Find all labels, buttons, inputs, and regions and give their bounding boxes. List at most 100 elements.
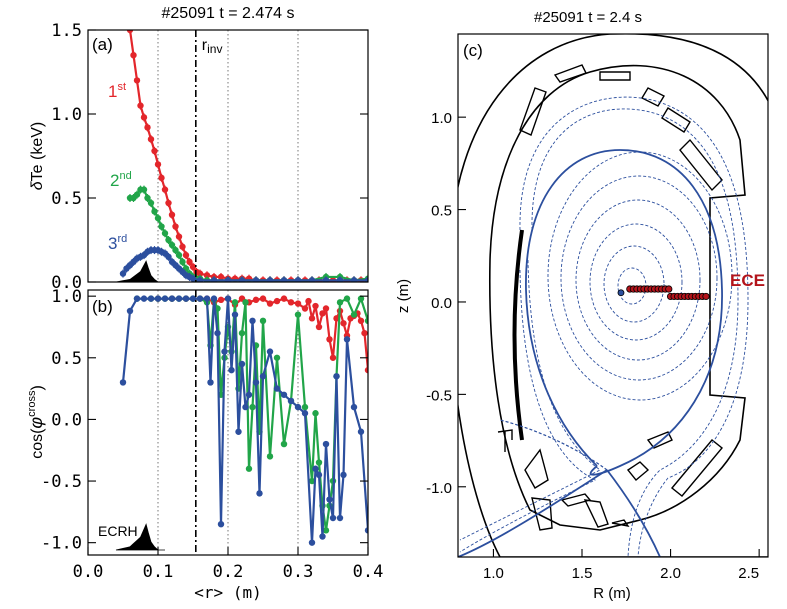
x-tick-label: 1.5 <box>572 565 593 582</box>
data-point <box>312 465 319 472</box>
data-point <box>196 277 204 282</box>
data-point <box>336 299 344 306</box>
data-point <box>126 30 134 34</box>
data-point <box>151 208 158 215</box>
data-point <box>301 410 309 417</box>
data-point <box>329 514 337 522</box>
data-point <box>364 317 368 325</box>
data-point <box>273 297 281 305</box>
panel-c-y-label: z (m) <box>395 279 412 313</box>
panel-b-label: (b) <box>92 297 113 316</box>
data-point <box>245 465 253 472</box>
panel-c: #25091 t = 2.4 s <box>395 9 769 602</box>
y-tick-label: 1.0 <box>431 110 452 127</box>
data-point <box>252 277 260 282</box>
panel-c-x-ticks: 1.0 1.5 2.0 2.5 <box>483 549 760 582</box>
data-point <box>217 520 225 528</box>
data-point <box>287 299 295 306</box>
data-point <box>231 311 239 318</box>
data-point <box>357 295 365 302</box>
data-point <box>231 299 239 306</box>
legend-label-1st: 1st <box>108 81 126 101</box>
data-point <box>196 270 204 277</box>
separatrix-leg-extra <box>499 419 608 471</box>
data-point <box>140 186 148 193</box>
y-tick-label: 0.0 <box>51 410 82 430</box>
legend-label-2nd: 2nd <box>110 170 132 190</box>
data-point <box>221 348 228 355</box>
data-point <box>165 253 172 260</box>
data-point <box>287 397 295 405</box>
data-point <box>315 323 323 331</box>
data-point <box>224 277 232 282</box>
panel-a-inversion-radius-label: rinv <box>202 37 223 56</box>
y-tick-label: -0.5 <box>41 472 82 492</box>
data-point <box>147 295 155 302</box>
data-point <box>175 295 183 302</box>
data-point <box>238 360 246 368</box>
data-point <box>186 258 193 266</box>
data-point <box>175 251 183 259</box>
data-point <box>340 320 347 327</box>
panel-c-y-ticks: 1.0 0.5 0.0 -0.5 -1.0 <box>426 110 466 497</box>
data-point <box>280 277 288 282</box>
x-tick-label: 1.0 <box>483 565 504 582</box>
x-tick-label: 0.4 <box>353 562 384 582</box>
data-point <box>326 496 333 503</box>
panel-b-deposition <box>115 523 165 551</box>
data-point <box>319 310 326 317</box>
data-point <box>340 471 347 479</box>
data-point <box>329 354 337 361</box>
data-point <box>238 329 246 337</box>
data-point <box>357 317 365 325</box>
closed-flux-surfaces <box>547 151 733 401</box>
panel-c-diagram <box>458 34 768 557</box>
data-point <box>305 297 312 305</box>
data-point <box>350 277 358 282</box>
data-point <box>252 379 260 386</box>
y-tick-label: 0.5 <box>431 203 452 220</box>
open-flux-surfaces <box>459 96 749 557</box>
separatrix-leg-inner <box>458 469 608 557</box>
panel-c-title: #25091 t = 2.4 s <box>534 9 642 26</box>
panel-b-x-label: <r> (m) <box>194 583 261 602</box>
ece-channels <box>626 285 710 301</box>
heat-shield-tiles <box>512 229 524 441</box>
data-point <box>266 453 274 460</box>
y-tick-label: 1.5 <box>51 21 82 41</box>
data-point <box>161 186 169 193</box>
data-point <box>172 223 179 230</box>
data-point <box>189 263 197 271</box>
panel-b-series <box>119 295 368 546</box>
data-point <box>224 295 232 302</box>
data-point <box>336 277 344 282</box>
ecrh-deposition-profile <box>115 523 165 551</box>
data-point <box>266 348 274 355</box>
magnetic-axis-marker <box>617 289 625 297</box>
data-point <box>235 428 242 435</box>
data-point <box>242 403 249 411</box>
y-tick-label: 0.0 <box>51 273 82 293</box>
data-point <box>172 246 179 254</box>
data-point <box>137 102 144 109</box>
data-point <box>301 305 309 312</box>
ece-channel <box>702 292 710 301</box>
data-point <box>158 174 165 182</box>
data-point <box>189 295 197 302</box>
data-point <box>357 428 365 435</box>
data-point <box>217 273 225 281</box>
vessel-outer-wall <box>458 34 768 557</box>
data-point <box>259 373 267 380</box>
y-tick-label: 0.0 <box>431 295 452 312</box>
data-point <box>130 52 137 59</box>
upper-structures <box>519 64 723 192</box>
data-point <box>182 295 190 302</box>
data-point <box>168 211 176 218</box>
y-tick-label: -0.5 <box>426 387 452 404</box>
data-point <box>179 258 186 266</box>
data-point <box>266 300 274 307</box>
ece-channel <box>665 285 673 293</box>
y-tick-label: -1.0 <box>426 480 452 497</box>
panel-a-y-label: δTe (keV) <box>29 122 46 190</box>
